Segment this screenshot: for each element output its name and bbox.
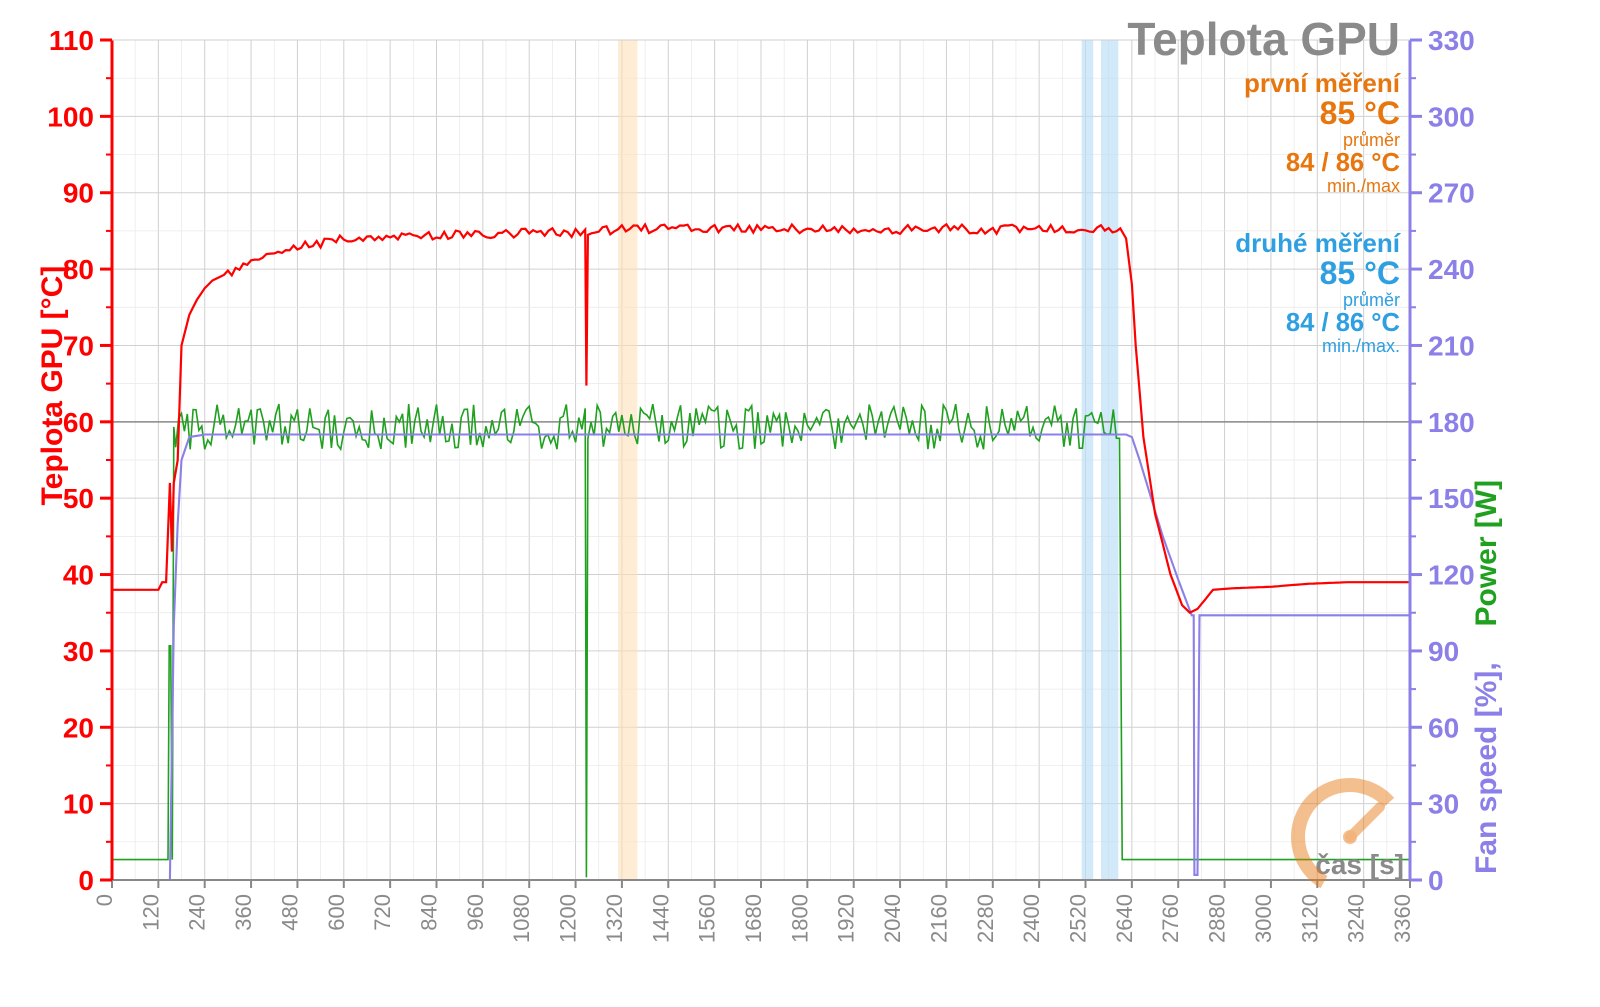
m2-minmax: 84 / 86 °C — [1235, 310, 1400, 337]
x-tick-label: 2400 — [1019, 894, 1044, 943]
m1-title: první měření — [1244, 70, 1400, 97]
x-tick-label: 600 — [324, 894, 349, 931]
x-tick-label: 1320 — [602, 894, 627, 943]
y-right-tick-label: 120 — [1428, 560, 1475, 591]
x-tick-label: 840 — [417, 894, 442, 931]
y-right-tick-label: 180 — [1428, 407, 1475, 438]
y-right-tick-label: 90 — [1428, 636, 1459, 667]
annotation-second-measurement: druhé měření 85 °C průměr 84 / 86 °C min… — [1235, 230, 1400, 356]
m2-title: druhé měření — [1235, 230, 1400, 257]
y-right-tick-label: 0 — [1428, 865, 1444, 896]
y-right-tick-label: 300 — [1428, 101, 1475, 132]
m1-value: 85 °C — [1244, 97, 1400, 131]
y-right-tick-label: 270 — [1428, 178, 1475, 209]
svg-text:Power [W]: Power [W] — [1470, 480, 1503, 627]
x-tick-label: 1200 — [556, 894, 581, 943]
m2-avg-label: průměr — [1235, 291, 1400, 310]
x-tick-label: 1560 — [695, 894, 720, 943]
x-tick-label: 120 — [138, 894, 163, 931]
m2-value: 85 °C — [1235, 257, 1400, 291]
y-right-tick-label: 330 — [1428, 25, 1475, 56]
x-tick-label: 3000 — [1251, 894, 1276, 943]
x-tick-label: 2640 — [1112, 894, 1137, 943]
y-left-tick-label: 0 — [78, 865, 94, 896]
grid — [112, 40, 1410, 880]
y-left-tick-label: 10 — [63, 789, 94, 820]
x-tick-label: 240 — [185, 894, 210, 931]
y-right-tick-label: 210 — [1428, 330, 1475, 361]
y-left-tick-label: 100 — [47, 101, 94, 132]
x-tick-label: 1680 — [741, 894, 766, 943]
x-tick-label: 2880 — [1205, 894, 1230, 943]
y-left-tick-label: 40 — [63, 560, 94, 591]
x-tick-label: 720 — [370, 894, 395, 931]
m2-minmax-label: min./max. — [1235, 337, 1400, 356]
svg-text:Fan speed [%],: Fan speed [%], — [1470, 662, 1503, 874]
m1-minmax: 84 / 86 °C — [1244, 150, 1400, 177]
y-right-tick-label: 30 — [1428, 789, 1459, 820]
x-tick-label: 2760 — [1158, 894, 1183, 943]
y-right-tick-label: 240 — [1428, 254, 1475, 285]
chart-container: 0120240360480600720840960108012001320144… — [0, 0, 1600, 1007]
y-left-tick-label: 30 — [63, 636, 94, 667]
x-tick-label: 3240 — [1344, 894, 1369, 943]
y-right-axis-label: Fan speed [%], Power [W] — [1470, 480, 1503, 874]
x-tick-label: 2160 — [926, 894, 951, 943]
y-right-tick-label: 150 — [1428, 483, 1475, 514]
x-tick-label: 1080 — [509, 894, 534, 943]
y-left-tick-label: 20 — [63, 712, 94, 743]
x-tick-label: 2280 — [973, 894, 998, 943]
annotation-first-measurement: první měření 85 °C průměr 84 / 86 °C min… — [1244, 70, 1400, 196]
y-left-tick-label: 110 — [49, 25, 94, 56]
y-left-tick-label: 90 — [63, 178, 94, 209]
x-tick-label: 360 — [231, 894, 256, 931]
x-tick-label: 1800 — [787, 894, 812, 943]
x-tick-label: 1920 — [834, 894, 859, 943]
x-tick-label: 960 — [463, 894, 488, 931]
x-tick-label: 3360 — [1390, 894, 1415, 943]
x-tick-label: 2520 — [1066, 894, 1091, 943]
y-right-tick-label: 60 — [1428, 712, 1459, 743]
x-tick-label: 3120 — [1297, 894, 1322, 943]
x-tick-label: 0 — [92, 894, 117, 906]
m1-avg-label: průměr — [1244, 131, 1400, 150]
y-left-axis-label: Teplota GPU [°C] — [36, 266, 69, 506]
x-tick-label: 480 — [277, 894, 302, 931]
x-tick-label: 2040 — [880, 894, 905, 943]
m1-minmax-label: min./max — [1244, 177, 1400, 196]
x-tick-label: 1440 — [648, 894, 673, 943]
chart-title: Teplota GPU — [1127, 12, 1400, 66]
x-axis-label: čas [s] — [1315, 849, 1404, 880]
